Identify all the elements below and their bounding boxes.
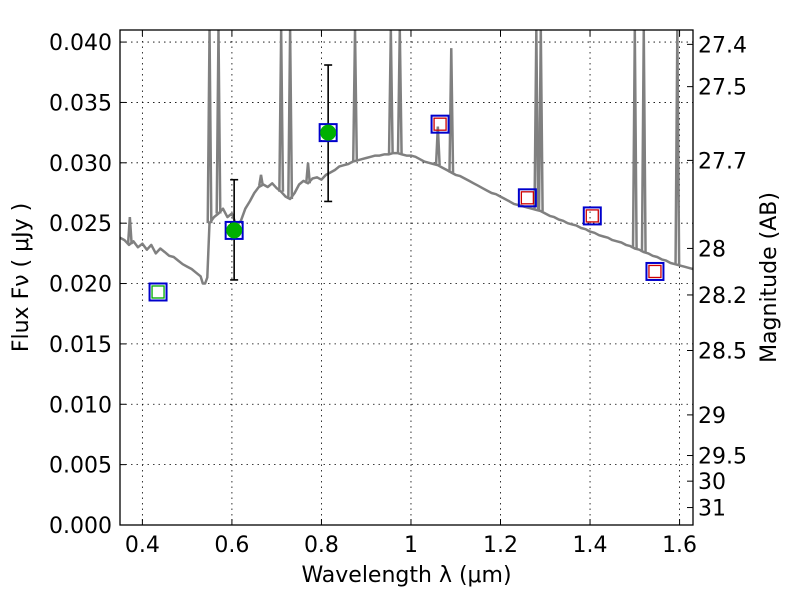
x-tick-label: 0.4 <box>125 533 160 558</box>
model-square-blue <box>517 188 537 208</box>
y-tick-label: 0.030 <box>49 152 112 177</box>
model-square-blue <box>148 282 168 302</box>
x-tick-label: 1.6 <box>662 533 697 558</box>
emission-line <box>434 126 441 166</box>
emission-line <box>351 30 359 162</box>
emission-line <box>287 30 294 200</box>
y2-tick-label: 30 <box>698 470 726 495</box>
emission-line <box>387 30 394 154</box>
model-square-inner <box>585 209 599 223</box>
y-tick-label: 0.025 <box>49 212 112 237</box>
x-tick-label: 1 <box>404 533 418 558</box>
sed-line <box>120 151 693 285</box>
emission-line <box>257 174 265 186</box>
emission-line <box>396 30 403 154</box>
emission-line <box>126 217 133 245</box>
y2-tick-label: 27.7 <box>698 149 747 174</box>
y2-tick-label: 31 <box>698 497 726 522</box>
model-square-inner <box>648 264 662 279</box>
emission-line <box>533 30 540 210</box>
emission-line <box>674 30 681 265</box>
y2-tick-label: 28.5 <box>698 339 747 364</box>
model-square-blue <box>430 114 450 134</box>
model-square-blue <box>582 206 602 226</box>
emission-line <box>215 30 222 214</box>
y-tick-label: 0.020 <box>49 273 112 298</box>
plot-area <box>120 30 693 302</box>
y-tick-label: 0.010 <box>49 393 112 418</box>
y-axis-label: Flux Fν ( μJy ) <box>9 203 34 352</box>
model-square-blue <box>224 220 244 240</box>
model-square-blue <box>318 123 338 143</box>
x-tick-label: 0.6 <box>214 533 249 558</box>
y-tick-label: 0.015 <box>49 333 112 358</box>
axes-ticks: 0.4 0.6 0.8 1 1.2 1.4 1.6 0.000 0.005 0.010 0.015 0… <box>49 30 747 558</box>
emission-line <box>206 30 213 224</box>
model-square-inner <box>151 285 165 299</box>
y2-tick-label: 28.2 <box>698 284 747 309</box>
emission-line <box>304 162 312 184</box>
emission-line <box>448 48 455 173</box>
emission-line <box>537 30 544 212</box>
emission-line <box>640 30 647 253</box>
emission-line <box>631 30 638 249</box>
model-square-inner <box>433 117 447 131</box>
emission-line <box>278 30 285 192</box>
x-tick-label: 1.4 <box>573 533 608 558</box>
axes-frame <box>119 29 694 526</box>
observed-point <box>226 222 243 239</box>
model-square-blue <box>645 261 665 281</box>
x-axis-label: Wavelength λ (μm) <box>301 563 511 588</box>
x-tick-label: 1.2 <box>483 533 518 558</box>
y2-tick-label: 27.5 <box>698 76 747 101</box>
y2-axis-label: Magnitude (AB) <box>757 192 782 363</box>
model-square-inner <box>520 191 535 205</box>
y-tick-label: 0.000 <box>49 514 112 539</box>
y-tick-label: 0.035 <box>49 91 112 116</box>
y-tick-label: 0.040 <box>49 31 112 56</box>
y-tick-label: 0.005 <box>49 454 112 479</box>
y2-tick-label: 27.4 <box>698 33 747 58</box>
x-tick-label: 0.8 <box>304 533 339 558</box>
y2-tick-label: 28 <box>698 237 726 262</box>
observed-point <box>320 124 337 141</box>
y2-tick-label: 29 <box>698 404 726 429</box>
y2-tick-label: 29.5 <box>698 445 747 470</box>
